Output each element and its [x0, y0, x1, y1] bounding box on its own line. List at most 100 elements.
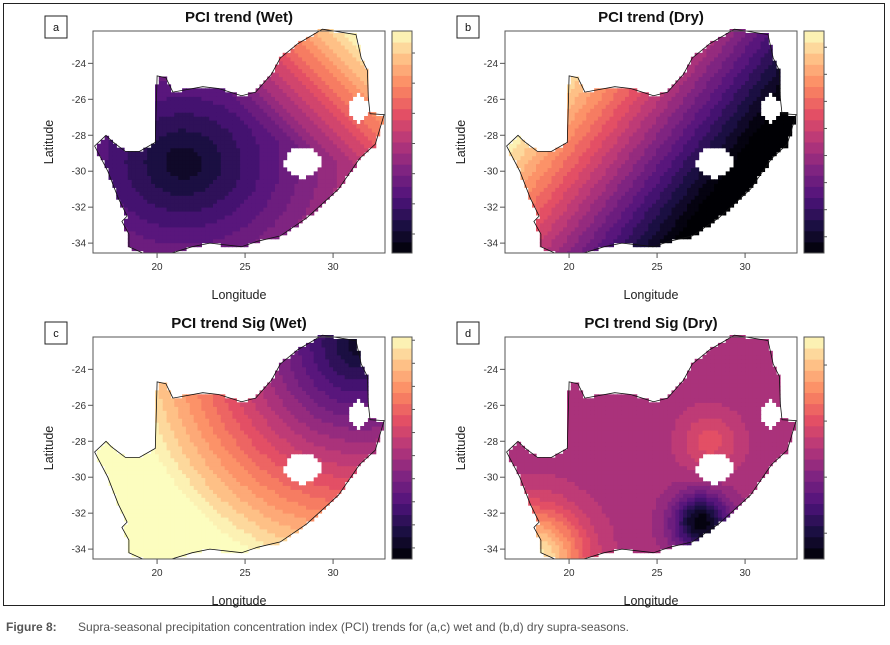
- heatmap-cell: [259, 120, 264, 125]
- heatmap-cell: [162, 234, 168, 240]
- heatmap-cell: [764, 36, 769, 42]
- heatmap-cell: [278, 159, 284, 165]
- heatmap-cell: [698, 96, 704, 101]
- heatmap-cell: [659, 120, 665, 125]
- heatmap-cell: [278, 131, 284, 137]
- heatmap-cell: [124, 151, 129, 157]
- heatmap-cell: [690, 116, 696, 121]
- panel-label-box: [44, 321, 68, 345]
- heatmap-cell: [648, 116, 653, 121]
- heatmap-cell: [259, 100, 264, 105]
- heatmap-cell: [632, 96, 638, 101]
- heatmap-cell: [628, 104, 634, 109]
- heatmap-cell: [636, 179, 642, 184]
- heatmap-cell: [302, 191, 307, 196]
- heatmap-cell: [209, 207, 214, 212]
- heatmap-cell: [193, 159, 199, 165]
- heatmap-cell: [197, 207, 202, 212]
- heatmap-cell: [155, 183, 160, 188]
- heatmap-cell: [174, 230, 179, 236]
- heatmap-cell: [209, 116, 214, 121]
- heatmap-cell: [313, 72, 319, 78]
- heatmap-cell: [737, 88, 742, 93]
- heatmap-cell: [644, 183, 649, 188]
- heatmap-cell: [536, 155, 541, 161]
- heatmap-cell: [178, 230, 183, 236]
- heatmap-cell: [255, 175, 261, 180]
- heatmap-cell: [333, 100, 338, 105]
- heatmap-cell: [725, 68, 731, 74]
- heatmap-cell: [578, 175, 584, 180]
- heatmap-cell: [718, 112, 723, 117]
- heatmap-cell: [516, 151, 522, 157]
- heatmap-cell: [714, 120, 719, 125]
- heatmap-cell: [783, 123, 789, 129]
- heatmap-cell: [567, 218, 572, 224]
- heatmap-cell: [733, 104, 738, 109]
- heatmap-cell: [683, 108, 688, 113]
- heatmap-cell: [628, 112, 634, 117]
- heatmap-cell: [259, 131, 264, 137]
- heatmap-cell: [220, 175, 226, 180]
- heatmap-cell: [329, 104, 334, 109]
- heatmap-cell: [756, 72, 762, 78]
- heatmap-cell: [247, 210, 253, 216]
- heatmap-cell: [259, 143, 264, 149]
- heatmap-cell: [193, 195, 199, 200]
- heatmap-cell: [127, 183, 133, 188]
- heatmap-cell: [244, 191, 249, 196]
- heatmap-cell: [329, 64, 334, 70]
- heatmap-cell: [679, 143, 684, 149]
- heatmap-cell: [228, 167, 233, 172]
- heatmap-cell: [733, 179, 738, 184]
- heatmap-cell: [675, 175, 680, 180]
- heatmap-cell: [240, 203, 245, 208]
- heatmap-cell: [263, 147, 268, 153]
- heatmap-cell: [162, 207, 168, 212]
- heatmap-cell: [683, 159, 688, 165]
- heatmap-cell: [640, 104, 645, 109]
- heatmap-cell: [671, 127, 676, 133]
- heatmap-cell: [321, 163, 326, 169]
- heatmap-cell: [155, 127, 160, 133]
- heatmap-cell: [779, 123, 785, 129]
- heatmap-cell: [628, 183, 634, 188]
- heatmap-cell: [729, 76, 735, 82]
- heatmap-cell: [702, 183, 707, 188]
- heatmap-cell: [251, 147, 257, 153]
- heatmap-cell: [536, 175, 541, 180]
- country-border: [506, 28, 797, 258]
- heatmap-cell: [625, 120, 630, 125]
- heatmap-cell: [364, 116, 369, 121]
- heatmap-cell: [601, 226, 607, 232]
- heatmap-cell: [567, 123, 572, 129]
- heatmap-cell: [247, 230, 253, 236]
- heatmap-cell: [702, 135, 707, 141]
- heatmap-cell: [656, 171, 661, 176]
- heatmap-cell: [267, 112, 272, 117]
- heatmap-cell: [306, 191, 311, 196]
- heatmap-cell: [321, 80, 326, 85]
- heatmap-cell: [220, 203, 226, 208]
- heatmap-cell: [278, 207, 284, 212]
- heatmap-cell: [360, 64, 365, 70]
- heatmap-cell: [147, 155, 152, 161]
- heatmap-cell: [632, 238, 638, 244]
- heatmap-cell: [321, 64, 326, 70]
- heatmap-cell: [663, 112, 669, 117]
- heatmap-cell: [317, 147, 323, 153]
- heatmap-cell: [213, 238, 218, 244]
- heatmap-cell: [748, 72, 754, 78]
- heatmap-cell: [752, 84, 758, 89]
- heatmap-cell: [718, 127, 723, 133]
- heatmap-cell: [278, 187, 284, 192]
- heatmap-cell: [555, 159, 560, 165]
- heatmap-cell: [714, 139, 719, 145]
- heatmap-cell: [224, 151, 230, 157]
- heatmap-cell: [278, 84, 284, 89]
- heatmap-cell: [139, 214, 144, 220]
- heatmap-cell: [613, 195, 618, 200]
- heatmap-cell: [683, 226, 688, 232]
- heatmap-cell: [193, 179, 199, 184]
- heatmap-cell: [228, 155, 233, 161]
